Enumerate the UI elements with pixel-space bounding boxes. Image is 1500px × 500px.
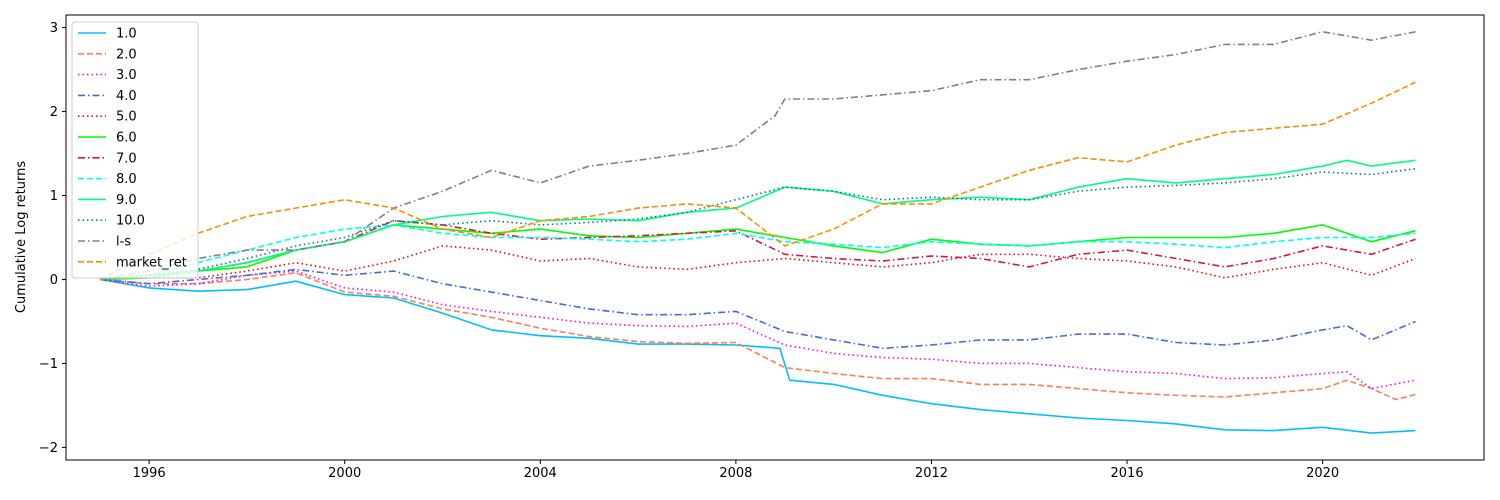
legend-label: 6.0 — [116, 131, 137, 146]
y-axis: −2 −1 0 1 2 3 — [39, 21, 66, 456]
legend-label: 9.0 — [116, 193, 137, 208]
y-tick-label: −2 — [39, 441, 58, 456]
series-line-11 — [99, 81, 1416, 281]
y-tick-label: 3 — [50, 21, 58, 36]
legend-label: 10.0 — [116, 214, 145, 229]
series-line-4 — [100, 245, 1416, 281]
legend-label: 7.0 — [116, 151, 137, 166]
series-line-0 — [100, 278, 1416, 434]
series-line-8 — [100, 159, 1416, 281]
legend-label: 3.0 — [116, 68, 137, 83]
legend-box — [71, 21, 199, 279]
series-line-9 — [100, 167, 1416, 281]
legend: 1.0 2.0 3.0 4.0 5.0 6.0 7.0 8.0 9.0 10.0 l-s market… — [71, 21, 199, 279]
plot-area — [65, 14, 1485, 461]
x-tick-label: 2020 — [1306, 466, 1339, 481]
y-tick-label: 2 — [50, 105, 58, 120]
x-tick-label: 2012 — [915, 466, 948, 481]
series-line-7 — [100, 224, 1416, 281]
legend-label: 2.0 — [116, 47, 137, 62]
series-layer — [99, 31, 1416, 434]
x-tick-label: 1996 — [133, 466, 166, 481]
legend-label: 1.0 — [116, 27, 137, 42]
x-tick-label: 2000 — [328, 466, 361, 481]
series-line-1 — [100, 272, 1416, 401]
legend-label: l-s — [116, 235, 131, 250]
legend-label: 5.0 — [116, 110, 137, 125]
x-tick-label: 2016 — [1111, 466, 1144, 481]
y-axis-label: Cumulative Log returns — [14, 161, 29, 313]
series-line-10 — [100, 31, 1416, 281]
x-axis: 1996 2000 2004 2008 2012 2016 2020 — [133, 460, 1339, 481]
y-tick-label: −1 — [39, 357, 58, 372]
legend-label: market_ret — [116, 255, 187, 270]
x-tick-label: 2008 — [719, 466, 752, 481]
y-tick-label: 0 — [50, 273, 58, 288]
legend-label: 8.0 — [116, 172, 137, 187]
legend-label: 4.0 — [116, 89, 137, 104]
y-tick-label: 1 — [50, 189, 58, 204]
x-tick-label: 2004 — [524, 466, 557, 481]
